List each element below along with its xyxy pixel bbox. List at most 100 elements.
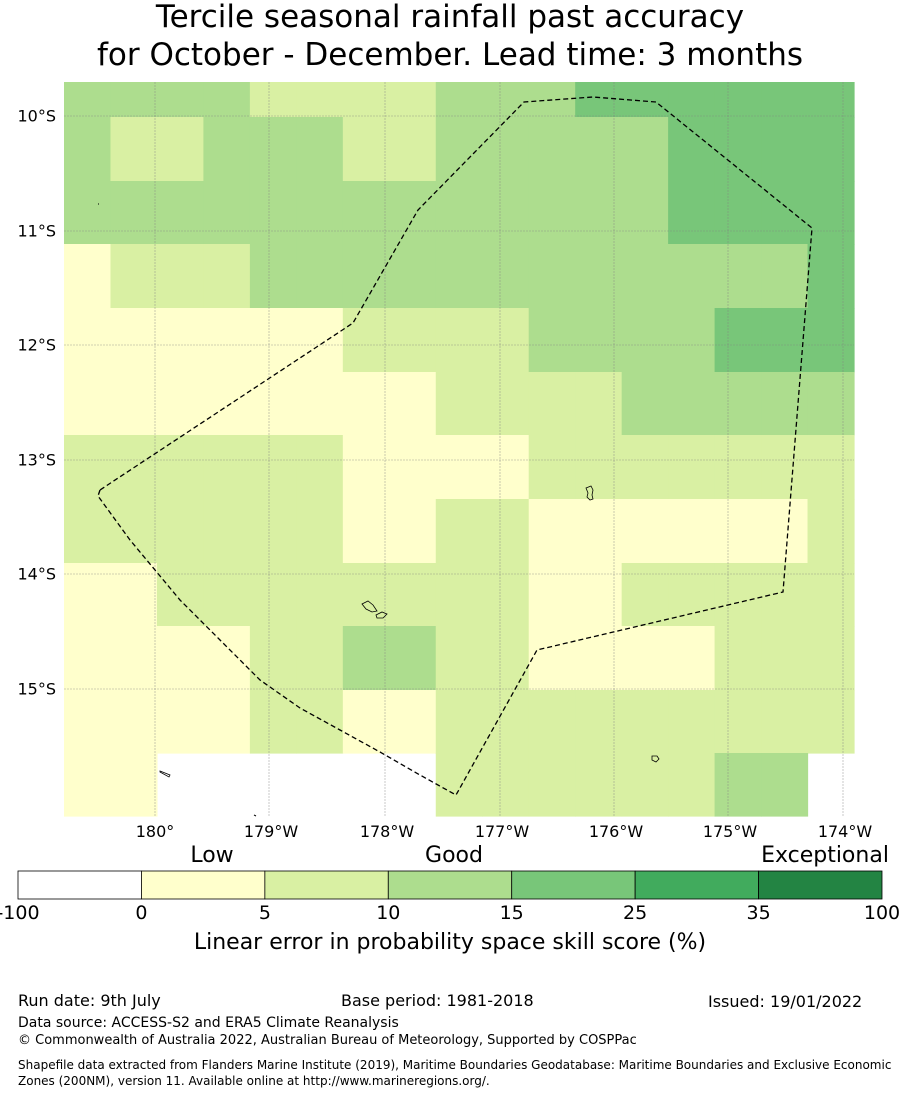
grid-cell (575, 563, 623, 627)
grid-cell (807, 563, 855, 627)
grid-cell (156, 308, 205, 373)
grid-cell (296, 82, 344, 118)
grid-cell (761, 181, 809, 245)
grid-cell (156, 626, 205, 691)
grid-cell (64, 372, 112, 436)
grid-cell (203, 181, 251, 245)
grid-cell (342, 117, 390, 182)
grid-cell (296, 244, 344, 309)
grid-cell (528, 372, 576, 436)
grid-cell (64, 690, 112, 754)
grid-cell (668, 308, 716, 373)
grid-cell (296, 308, 344, 373)
grid-cell (761, 563, 809, 627)
grid-cell (668, 690, 716, 754)
grid-cell (807, 117, 855, 182)
grid-cell (435, 308, 483, 373)
grid-cell (156, 244, 205, 309)
grid-cell (389, 117, 437, 182)
grid-cell (621, 244, 669, 309)
grid-cell (64, 181, 112, 245)
grid-cell (714, 82, 762, 118)
grid-cell (296, 435, 344, 500)
grid-cell (342, 181, 390, 245)
grid-cell (110, 244, 158, 309)
grid-cell (714, 372, 762, 436)
grid-cell (435, 117, 483, 182)
eez-boundary (97, 96, 813, 796)
grid-cell (575, 435, 623, 500)
grid-cell (64, 563, 112, 627)
grid-cell (203, 117, 251, 182)
grid-cell (203, 308, 251, 373)
grid-cell (110, 308, 158, 373)
grid-cell (64, 435, 112, 500)
colorbar-tick-label: 0 (135, 902, 148, 924)
colorbar-tick-label: 5 (258, 902, 271, 924)
grid-cell (761, 690, 809, 754)
grid-cell (482, 308, 530, 373)
grid-cell (575, 82, 623, 118)
grid-cell (761, 499, 809, 564)
grid-cell (482, 563, 530, 627)
grid-cell (575, 117, 623, 182)
grid-cell (342, 690, 390, 754)
grid-cell (807, 308, 855, 373)
grid-cell (203, 372, 251, 436)
grid-cell (435, 435, 483, 500)
grid-cell (296, 690, 344, 754)
grid-cell (249, 181, 297, 245)
grid-cell (389, 499, 437, 564)
grid-cell (64, 753, 112, 817)
skill-grid (64, 82, 855, 817)
grid-cell (249, 690, 297, 754)
grid-cell (621, 372, 669, 436)
grid-cell (249, 244, 297, 309)
grid-cell (668, 435, 716, 500)
grid-cell (575, 244, 623, 309)
colorbar-segment (17, 870, 142, 900)
grid-cell (482, 753, 530, 817)
grid-cell (482, 117, 530, 182)
grid-cell (761, 753, 809, 817)
grid-cell (528, 181, 576, 245)
grid-cell (714, 690, 762, 754)
grid-cell (621, 690, 669, 754)
grid-cell (64, 117, 112, 182)
grid-cell (575, 181, 623, 245)
grid-cell (249, 117, 297, 182)
grid-cell (64, 82, 112, 118)
grid-cell (389, 626, 437, 691)
issued-date: Issued: 19/01/2022 (708, 992, 863, 1011)
grid-cell (668, 563, 716, 627)
grid-cell (482, 244, 530, 309)
grid-cell (249, 626, 297, 691)
grid-cell (342, 372, 390, 436)
grid-cell (296, 181, 344, 245)
grid-cell (110, 626, 158, 691)
grid-cell (203, 435, 251, 500)
colorbar (17, 870, 883, 900)
grid-cell (156, 690, 205, 754)
grid-cell (110, 563, 158, 627)
title-line-1: Tercile seasonal rainfall past accuracy (155, 0, 745, 35)
grid-cell (342, 308, 390, 373)
grid-cell (761, 244, 809, 309)
grid-cell (64, 308, 112, 373)
grid-cell (761, 372, 809, 436)
grid-cell (389, 244, 437, 309)
grid-cell (714, 626, 762, 691)
grid-cell (528, 308, 576, 373)
grid-cell (807, 82, 855, 118)
grid-cell (714, 308, 762, 373)
grid-cell (249, 563, 297, 627)
grid-cell (296, 372, 344, 436)
grid-cell (296, 499, 344, 564)
grid-cell (575, 626, 623, 691)
grid-cell (575, 753, 623, 817)
grid-cell (389, 690, 437, 754)
grid-cell (64, 499, 112, 564)
colorbar-tick-label: 25 (623, 902, 648, 924)
grid-cell (296, 626, 344, 691)
